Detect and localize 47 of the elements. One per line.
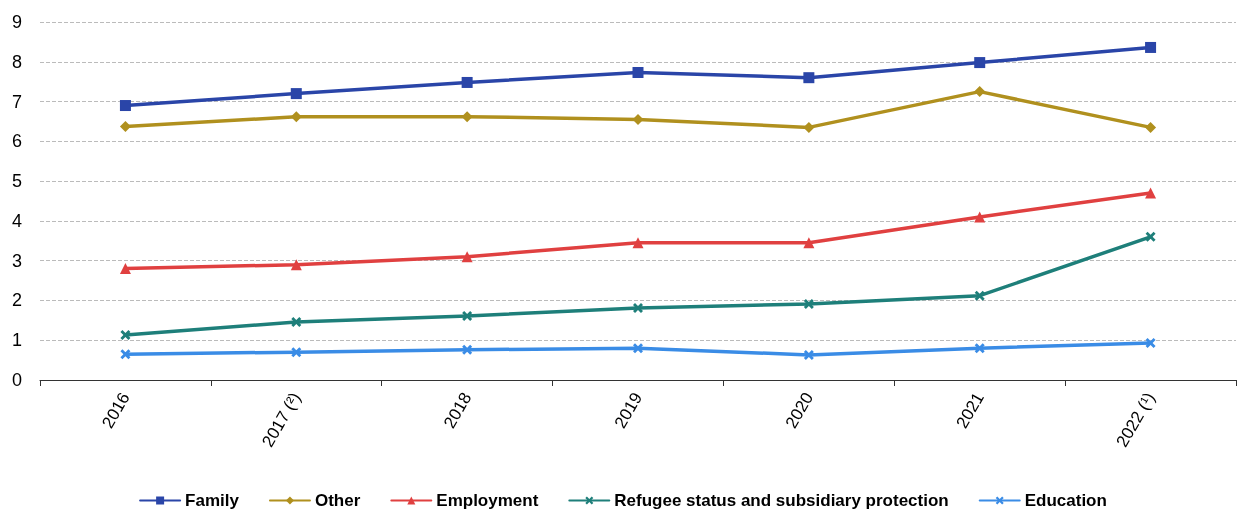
point: [1145, 231, 1156, 242]
y-tick-label: 5: [11, 171, 22, 192]
point: [1145, 41, 1157, 53]
point: [974, 57, 986, 69]
y-tick-label: 4: [11, 210, 22, 231]
point: [974, 290, 985, 301]
legend-label: Employment: [436, 491, 539, 510]
y-tick-label: 8: [11, 51, 22, 72]
point: [461, 251, 473, 263]
point: [633, 303, 643, 313]
y-tick-label: 3: [11, 250, 22, 271]
point: [462, 310, 473, 321]
y-tick-label: 2: [11, 290, 22, 311]
y-tick-label: 1: [11, 330, 22, 351]
point: [120, 330, 131, 341]
point: [1145, 121, 1157, 133]
point: [290, 111, 302, 123]
point: [1145, 338, 1156, 349]
point: [803, 349, 814, 360]
legend-label: Refugee status and subsidiary protection: [614, 491, 949, 510]
point: [803, 237, 815, 249]
legend-label: Family: [185, 491, 240, 510]
point: [290, 88, 302, 100]
point: [1145, 187, 1157, 199]
point: [462, 344, 473, 355]
point: [119, 263, 131, 275]
point: [120, 349, 131, 360]
point: [291, 347, 302, 358]
legend-label: Other: [314, 491, 361, 510]
point: [291, 316, 302, 327]
y-tick-label: 7: [11, 91, 22, 112]
y-tick-label: 0: [11, 370, 22, 390]
point: [803, 72, 815, 84]
point: [461, 76, 473, 88]
y-tick-label: 9: [11, 12, 22, 32]
point: [974, 211, 986, 223]
point: [119, 121, 131, 133]
point: [974, 343, 985, 354]
point: [632, 237, 644, 249]
point: [119, 100, 131, 112]
point: [974, 86, 986, 98]
point: [290, 259, 302, 271]
point: [633, 343, 643, 354]
point: [632, 67, 644, 79]
y-tick-label: 6: [11, 131, 22, 152]
legend-label: Education: [1024, 491, 1107, 510]
point: [803, 299, 814, 310]
